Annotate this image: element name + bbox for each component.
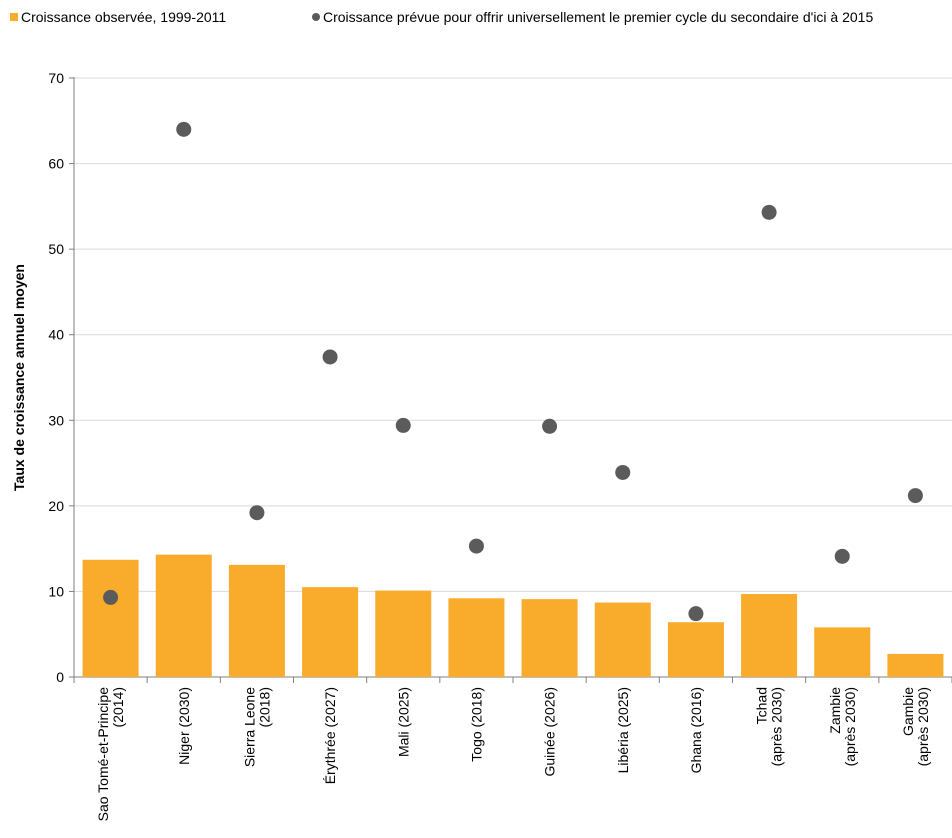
y-tick-label: 10 <box>48 583 64 599</box>
bar <box>82 559 139 677</box>
legend: Croissance observée, 1999-2011 Croissanc… <box>10 9 952 31</box>
category-label: Ghana (2016) <box>688 687 704 773</box>
scatter-point <box>542 418 558 434</box>
category-label: Zambie(après 2030) <box>827 687 858 767</box>
bar <box>448 598 505 677</box>
bar <box>521 599 578 677</box>
scatter-point <box>103 589 119 605</box>
legend-bar-swatch <box>10 13 18 21</box>
bar <box>594 602 651 677</box>
bar <box>155 554 212 677</box>
legend-item-projected: Croissance prévue pour offrir universell… <box>312 9 873 25</box>
category-label: Tchad(après 2030) <box>754 687 785 766</box>
scatter-point <box>907 488 923 504</box>
y-tick-label: 40 <box>48 327 64 343</box>
y-axis-title: Taux de croissance annuel moyen <box>11 264 27 491</box>
legend-item-observed: Croissance observée, 1999-2011 <box>10 9 226 25</box>
bar <box>741 593 798 677</box>
legend-label-projected: Croissance prévue pour offrir universell… <box>323 9 874 25</box>
y-tick-label: 30 <box>48 412 64 428</box>
bar <box>302 587 359 677</box>
y-tick-label: 0 <box>56 669 64 685</box>
scatter-point <box>468 538 484 554</box>
scatter-point <box>249 505 265 521</box>
category-label: Niger (2030) <box>176 687 192 765</box>
y-tick-label: 50 <box>48 241 64 257</box>
y-tick-label: 60 <box>48 156 64 172</box>
y-tick-label: 20 <box>48 498 64 514</box>
legend-label-observed: Croissance observée, 1999-2011 <box>21 9 227 25</box>
scatter-point <box>395 417 411 433</box>
legend-dot-swatch <box>312 13 320 21</box>
bar <box>814 627 871 677</box>
category-label: Sao Tomé-et-Principe(2014) <box>95 687 126 822</box>
category-label: Gambie(après 2030) <box>900 687 931 767</box>
bar <box>667 622 724 677</box>
category-label: Togo (2018) <box>468 687 484 762</box>
scatter-point <box>615 464 631 480</box>
scatter-point <box>834 548 850 564</box>
scatter-point <box>176 121 192 137</box>
y-tick-label: 70 <box>48 70 64 86</box>
scatter-point <box>322 349 338 365</box>
category-label: Libéria (2025) <box>615 687 631 773</box>
bar <box>887 653 944 677</box>
category-label: Mali (2025) <box>395 687 411 757</box>
bar <box>228 564 285 677</box>
category-label: Sierra Leone(2018) <box>241 687 272 767</box>
category-label: Érythrée (2027) <box>322 687 338 784</box>
scatter-point <box>761 204 777 220</box>
bar <box>375 590 432 677</box>
category-label: Guinée (2026) <box>542 687 558 777</box>
scatter-point <box>688 606 704 622</box>
